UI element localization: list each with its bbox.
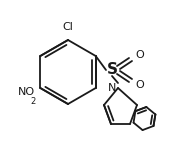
Text: O: O (135, 50, 144, 60)
Text: O: O (135, 80, 144, 90)
Text: NO: NO (18, 87, 35, 97)
Text: 2: 2 (30, 97, 35, 106)
Text: N: N (108, 83, 116, 93)
Text: S: S (107, 62, 118, 77)
Text: Cl: Cl (63, 22, 74, 32)
